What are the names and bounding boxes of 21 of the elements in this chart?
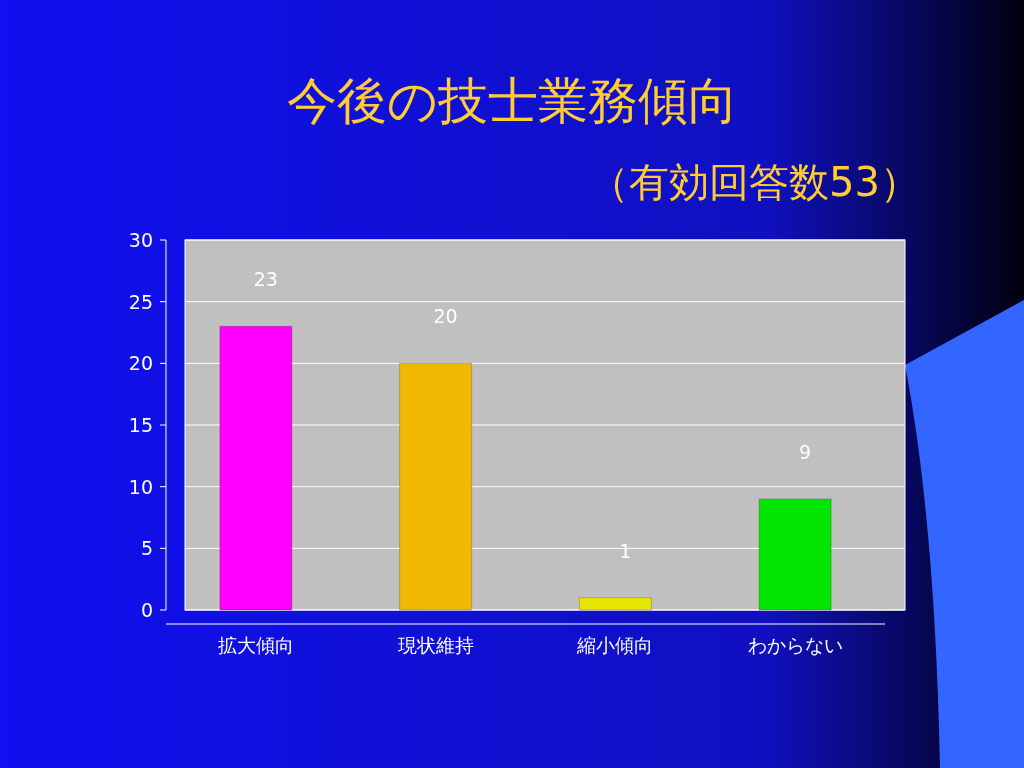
y-tick-label: 10 [128,475,153,498]
y-tick-label: 30 [128,229,153,251]
y-tick-label: 25 [128,290,153,313]
x-tick-label: わからない [747,634,843,656]
x-tick-label: 現状維持 [397,634,474,656]
y-tick-label: 5 [140,537,153,560]
y-tick-label: 0 [140,599,153,621]
bar [758,498,832,611]
data-label: 1 [619,539,632,562]
chart-subtitle: （有効回答数53） [589,159,920,205]
data-label: 20 [433,305,458,328]
x-tick-label: 拡大傾向 [217,634,294,656]
data-label: 9 [799,441,812,463]
data-label: 23 [253,268,278,291]
bar [578,597,652,611]
x-tick-label: 縮小傾向 [576,634,654,656]
y-tick-label: 20 [128,352,153,375]
chart-title: 今後の技士業務傾向 [286,72,738,130]
bar [219,325,293,611]
y-tick-label: 15 [128,414,153,436]
bar [399,362,473,611]
